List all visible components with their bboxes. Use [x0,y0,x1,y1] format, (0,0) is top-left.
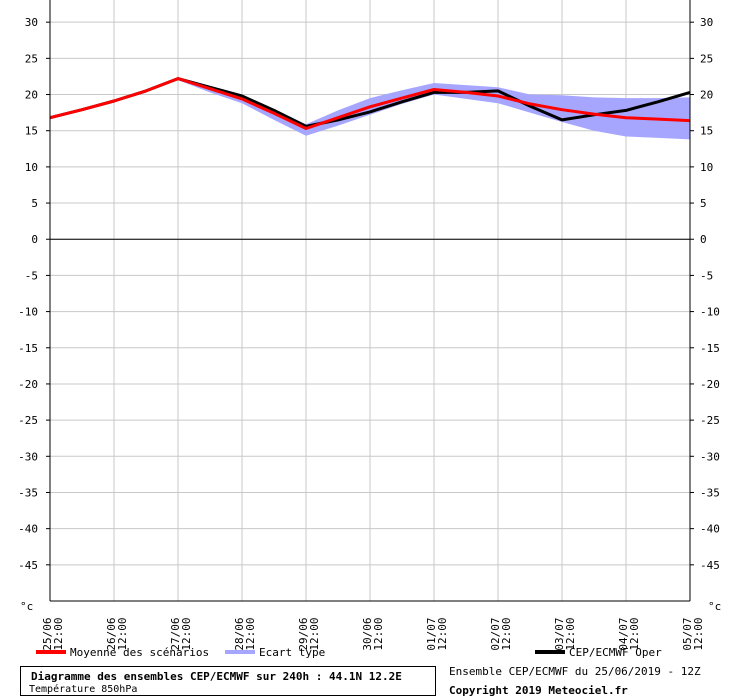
y-tick-label-left: 25 [25,52,38,65]
x-tick-time: 12:00 [180,617,193,650]
y-tick-label-right: -10 [700,306,720,319]
x-tick-date: 27/06 [169,617,182,650]
x-tick-date: 02/07 [489,617,502,650]
x-tick-time: 12:00 [564,617,577,650]
x-tick-time: 12:00 [116,617,129,650]
y-tick-label-right: -35 [700,486,720,499]
x-tick-date: 29/06 [297,617,310,650]
y-tick-label-right: 20 [700,89,713,102]
y-tick-label-right: 0 [700,233,707,246]
run-info: Ensemble CEP/ECMWF du 25/06/2019 - 12Z [449,665,701,678]
y-tick-label-left: -45 [18,559,38,572]
y-unit-left: °c [20,600,33,613]
x-tick-date: 26/06 [105,617,118,650]
y-tick-label-left: 5 [31,197,38,210]
y-tick-label-left: -40 [18,523,38,536]
y-tick-label-right: 10 [700,161,713,174]
legend: Moyenne des scénarios Ecart type CEP/ECMWF… [36,646,662,659]
chart-grid [49,0,691,601]
y-tick-label-right: 25 [700,52,713,65]
x-tick-date: 03/07 [553,617,566,650]
series-lines-layer [49,77,691,130]
x-tick-time: 12:00 [692,617,705,650]
y-tick-label-right: 30 [700,16,713,29]
y-tick-label-right: -20 [700,378,720,391]
y-tick-label-right: -30 [700,450,720,463]
y-tick-label-right: -15 [700,342,720,355]
x-tick-date: 28/06 [233,617,246,650]
y-tick-label-right: 15 [700,125,713,138]
x-tick-time: 12:00 [628,617,641,650]
y-tick-label-right: -25 [700,414,720,427]
y-tick-labels: 3535303025252020151510105500-5-5-10-10-1… [18,16,720,572]
legend-label: CEP/ECMWF Oper [569,646,662,659]
legend-label: Ecart type [259,646,325,659]
x-tick-time: 12:00 [372,617,385,650]
y-tick-label-left: 0 [31,233,38,246]
y-tick-label-left: -35 [18,486,38,499]
x-tick-time: 12:00 [436,617,449,650]
x-tick-date: 04/07 [617,617,630,650]
caption-box: Diagramme des ensembles CEP/ECMWF sur 24… [20,666,436,696]
x-tick-date: 30/06 [361,617,374,650]
chart-subtitle: Température 850hPa [29,684,138,695]
x-tick-date: 01/07 [425,617,438,650]
y-tick-label-right: 5 [700,197,707,210]
legend-label: Moyenne des scénarios [70,646,209,659]
y-tick-label-left: -20 [18,378,38,391]
y-tick-label-left: -15 [18,342,38,355]
y-tick-label-right: -5 [700,269,713,282]
y-tick-label-left: 20 [25,89,38,102]
x-tick-time: 12:00 [308,617,321,650]
y-tick-label-left: -30 [18,450,38,463]
x-tick-time: 12:00 [500,617,513,650]
y-tick-label-right: -45 [700,559,720,572]
series-line-moyenne [49,77,691,130]
copyright: Copyright 2019 Meteociel.fr [449,684,628,697]
y-tick-label-left: 30 [25,16,38,29]
chart-axes [46,0,694,602]
y-tick-label-right: -40 [700,523,720,536]
chart-title: Diagramme des ensembles CEP/ECMWF sur 24… [31,670,402,683]
y-tick-label-left: 15 [25,125,38,138]
x-tick-time: 12:00 [244,617,257,650]
y-unit-right: °c [708,600,721,613]
x-tick-date: 25/06 [41,617,54,650]
y-tick-label-left: 10 [25,161,38,174]
y-tick-label-left: -10 [18,306,38,319]
y-tick-label-left: -5 [25,269,38,282]
x-tick-date: 05/07 [681,617,694,650]
x-tick-time: 12:00 [52,617,65,650]
y-tick-label-left: -25 [18,414,38,427]
